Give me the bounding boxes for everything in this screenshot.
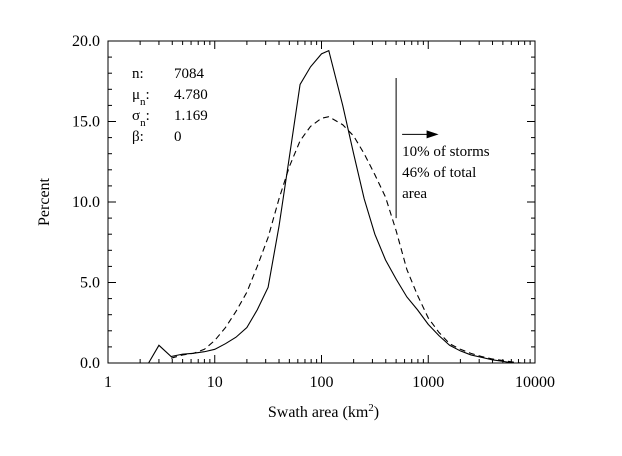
annotation-text-line: area	[402, 186, 427, 202]
y-axis-label: Percent	[36, 177, 53, 226]
stat-label: μn:	[132, 87, 150, 108]
axis-ticks	[107, 40, 535, 364]
annotation: 10% of storms 46% of total area	[395, 78, 490, 219]
x-tick-label: 1	[104, 374, 112, 391]
stat-label: n:	[132, 66, 144, 82]
y-tick-label: 10.0	[72, 194, 100, 211]
x-tick-label: 100	[310, 374, 334, 391]
series-dashed-line	[170, 116, 522, 364]
stat-value: 1.169	[174, 108, 208, 124]
x-tick-label: 10	[207, 374, 223, 391]
plot-frame	[107, 40, 536, 364]
stat-value: 7084	[174, 66, 205, 82]
y-tick-label: 0.0	[80, 355, 100, 372]
stat-value: 0	[174, 129, 182, 145]
series-layer	[148, 49, 522, 364]
series-solid-line	[148, 49, 514, 364]
x-axis-label: Swath area (km2)	[268, 402, 379, 421]
x-tick-label: 10000	[515, 374, 555, 391]
stats-box: n: 7084 μn: 4.780 σn: 1.169 β: 0	[132, 66, 208, 145]
stat-label: σn:	[132, 108, 150, 129]
x-tick-label: 1000	[412, 374, 444, 391]
y-tick-label: 5.0	[80, 275, 100, 292]
arrow-head-icon	[426, 130, 439, 139]
annotation-text-line: 46% of total	[402, 165, 476, 181]
y-tick-label: 20.0	[72, 33, 100, 50]
annotation-text-line: 10% of storms	[402, 144, 490, 160]
stat-label: β:	[132, 129, 144, 145]
stat-value: 4.780	[174, 87, 208, 103]
axis-labels: 1 10 100 1000 10000 0.0 5.0 10.0 15.0 20.0 Swath a…	[36, 33, 555, 421]
y-tick-label: 15.0	[72, 114, 100, 131]
